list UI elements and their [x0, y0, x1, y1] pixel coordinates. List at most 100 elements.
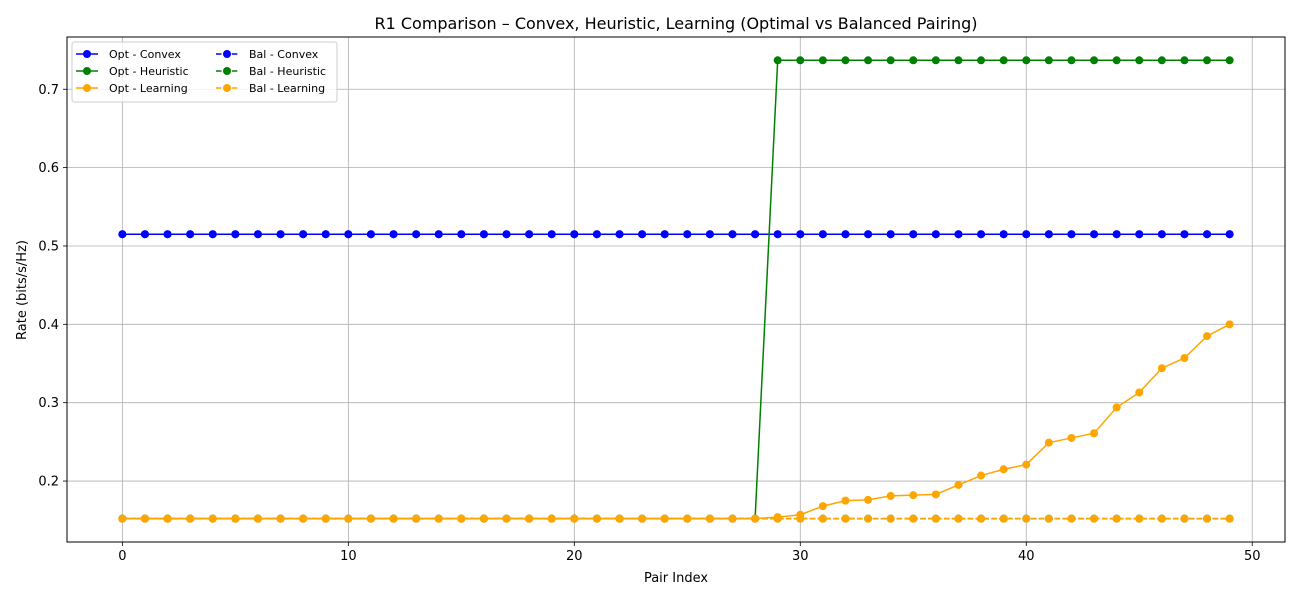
- data-point: [1180, 514, 1189, 523]
- y-tick-label: 0.5: [38, 239, 59, 254]
- data-point: [1022, 514, 1031, 523]
- data-point: [1112, 230, 1121, 239]
- data-point: [1090, 230, 1099, 239]
- data-point: [909, 56, 918, 65]
- data-point: [841, 230, 850, 239]
- data-point: [683, 514, 692, 523]
- data-point: [1157, 230, 1166, 239]
- data-point: [1044, 514, 1053, 523]
- data-point: [999, 514, 1008, 523]
- data-point: [728, 230, 737, 239]
- data-point: [864, 56, 873, 65]
- data-point: [999, 465, 1008, 474]
- y-tick-label: 0.7: [38, 83, 59, 98]
- data-point: [909, 491, 918, 500]
- data-point: [864, 514, 873, 523]
- legend-label: Bal - Learning: [249, 82, 325, 95]
- data-point: [299, 514, 308, 523]
- data-point: [818, 56, 827, 65]
- data-point: [1225, 56, 1234, 65]
- data-point: [954, 514, 963, 523]
- data-point: [1225, 514, 1234, 523]
- legend-item: Bal - Convex: [216, 48, 319, 61]
- legend-label: Opt - Learning: [109, 82, 188, 95]
- data-point: [186, 514, 195, 523]
- series-5: [118, 514, 1234, 523]
- legend-item: Opt - Convex: [76, 48, 181, 61]
- data-point: [253, 230, 262, 239]
- data-point: [1067, 433, 1076, 442]
- x-tick-label: 30: [792, 549, 809, 564]
- data-point: [615, 514, 624, 523]
- x-tick-label: 50: [1244, 549, 1261, 564]
- data-point: [818, 514, 827, 523]
- data-point: [683, 230, 692, 239]
- data-point: [931, 230, 940, 239]
- data-point: [886, 491, 895, 500]
- data-point: [773, 514, 782, 523]
- legend-label: Opt - Convex: [109, 48, 181, 61]
- data-point: [841, 496, 850, 505]
- x-tick-label: 0: [118, 549, 126, 564]
- data-point: [186, 230, 195, 239]
- plot-frame: [66, 36, 1286, 543]
- legend-marker: [83, 67, 91, 75]
- data-point: [954, 56, 963, 65]
- data-point: [525, 514, 534, 523]
- legend-item: Opt - Heuristic: [76, 65, 189, 78]
- legend-label: Bal - Heuristic: [249, 65, 326, 78]
- data-point: [208, 514, 217, 523]
- data-point: [547, 230, 556, 239]
- data-point: [547, 514, 556, 523]
- data-point: [1203, 514, 1212, 523]
- data-point: [1112, 403, 1121, 412]
- data-point: [1135, 514, 1144, 523]
- data-point: [1022, 460, 1031, 469]
- data-point: [1067, 230, 1076, 239]
- data-point: [140, 230, 149, 239]
- legend-marker: [83, 50, 91, 58]
- data-point: [1067, 514, 1076, 523]
- data-point: [1044, 230, 1053, 239]
- legend-item: Bal - Heuristic: [216, 65, 326, 78]
- y-axis-label: Rate (bits/s/Hz): [15, 240, 30, 340]
- data-point: [638, 514, 647, 523]
- legend-item: Opt - Learning: [76, 82, 188, 95]
- data-point: [773, 230, 782, 239]
- data-point: [389, 514, 398, 523]
- data-point: [909, 514, 918, 523]
- data-point: [1203, 230, 1212, 239]
- data-point: [638, 230, 647, 239]
- data-point: [592, 230, 601, 239]
- data-point: [208, 230, 217, 239]
- data-point: [1225, 230, 1234, 239]
- data-point: [796, 56, 805, 65]
- data-point: [525, 230, 534, 239]
- data-point: [344, 230, 353, 239]
- data-point: [434, 230, 443, 239]
- data-point: [1044, 56, 1053, 65]
- data-point: [1135, 388, 1144, 397]
- data-point: [977, 471, 986, 480]
- y-tick-label: 0.3: [38, 396, 59, 411]
- x-axis-label: Pair Index: [644, 571, 708, 586]
- data-point: [1090, 514, 1099, 523]
- data-point: [276, 230, 285, 239]
- data-point: [253, 514, 262, 523]
- data-point: [344, 514, 353, 523]
- y-tick-label: 0.2: [38, 475, 59, 490]
- data-point: [276, 514, 285, 523]
- data-point: [118, 230, 127, 239]
- x-tick-label: 40: [1018, 549, 1035, 564]
- data-point: [570, 230, 579, 239]
- data-point: [1090, 56, 1099, 65]
- data-point: [886, 56, 895, 65]
- x-tick-label: 20: [566, 549, 583, 564]
- data-point: [773, 56, 782, 65]
- data-point: [366, 514, 375, 523]
- series-1: [118, 230, 1234, 239]
- data-point: [931, 490, 940, 499]
- data-point: [457, 230, 466, 239]
- series-layer: [118, 56, 1234, 523]
- data-point: [705, 230, 714, 239]
